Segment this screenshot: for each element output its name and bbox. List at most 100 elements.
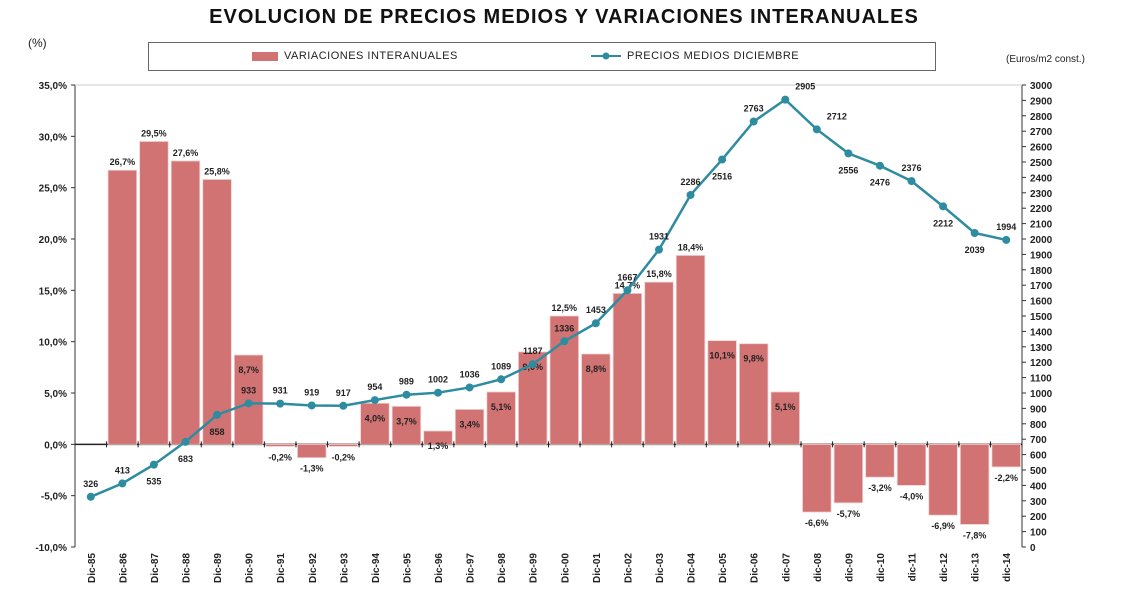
y-right-tick-label: 1200 — [1030, 358, 1053, 369]
bar-data-label: -2,2% — [994, 473, 1018, 483]
price-point — [370, 396, 379, 405]
price-point — [591, 319, 600, 328]
legend-swatch-line — [591, 52, 621, 60]
x-tick-label: Dic-99 — [529, 553, 540, 583]
y-right-tick-label: 2900 — [1030, 96, 1053, 107]
x-tick-label: Dic-92 — [308, 553, 319, 583]
x-tick-label: Dic-88 — [181, 553, 192, 583]
y-left-tick-label: 0,0% — [44, 440, 67, 451]
x-tick-label: Dic-05 — [718, 553, 729, 583]
bar-data-label: -0,2% — [332, 452, 356, 462]
y-left-tick-label: -10,0% — [35, 543, 67, 554]
y-right-tick-label: 1800 — [1030, 266, 1053, 277]
y-right-tick-label: 2500 — [1030, 158, 1053, 169]
y-right-tick-label: 900 — [1030, 404, 1047, 415]
bar-data-label: 27,6% — [173, 148, 199, 158]
price-data-label: 535 — [146, 477, 161, 487]
y-right-tick-label: 2200 — [1030, 204, 1053, 215]
bar-data-label: 4,0% — [365, 413, 386, 423]
x-tick-label: Dic-90 — [245, 553, 256, 583]
x-tick-label: Dic-91 — [276, 553, 287, 583]
bar — [959, 443, 990, 525]
price-point — [844, 149, 853, 158]
y-left-tick-label: 20,0% — [39, 235, 67, 246]
price-point — [244, 399, 253, 408]
x-tick-label: dic-10 — [876, 553, 887, 582]
x-tick-label: Dic-96 — [434, 553, 445, 583]
price-data-label: 2556 — [838, 165, 858, 175]
bar-data-label: 8,7% — [238, 365, 259, 375]
y-right-tick-label: 400 — [1030, 481, 1047, 492]
legend-label-bars: VARIACIONES INTERANUALES — [284, 50, 458, 62]
x-tick-label: dic-13 — [971, 553, 982, 582]
bar — [675, 255, 706, 445]
price-point — [118, 479, 127, 488]
y-right-tick-label: 300 — [1030, 497, 1047, 508]
y-right-tick-label: 1700 — [1030, 281, 1053, 292]
price-point — [434, 388, 443, 397]
price-point — [939, 202, 948, 211]
bar-data-label: -6,6% — [805, 518, 829, 528]
bar — [865, 443, 895, 478]
y-right-tick-label: 2100 — [1030, 220, 1053, 231]
price-point — [749, 117, 758, 126]
price-point — [465, 383, 474, 392]
price-point — [686, 190, 695, 199]
y-left-tick-label: 25,0% — [39, 184, 67, 195]
x-tick-label: Dic-03 — [655, 553, 666, 583]
legend-item-line: PRECIOS MEDIOS DICIEMBRE — [591, 50, 799, 62]
y-right-tick-label: 1500 — [1030, 312, 1053, 323]
x-tick-label: Dic-86 — [118, 553, 129, 583]
price-point — [875, 161, 884, 170]
price-data-label: 2712 — [827, 111, 847, 121]
price-data-label: 919 — [304, 387, 319, 397]
y-left-tick-label: -5,0% — [41, 492, 67, 503]
y-right-tick-label: 200 — [1030, 512, 1047, 523]
price-data-label: 2286 — [681, 177, 701, 187]
x-tick-label: Dic-87 — [150, 553, 161, 583]
x-tick-label: dic-14 — [1002, 553, 1013, 582]
price-point — [213, 410, 222, 419]
x-tick-label: Dic-02 — [623, 553, 634, 583]
bar — [896, 443, 927, 486]
y-right-tick-label: 2700 — [1030, 127, 1053, 138]
price-point — [1002, 235, 1011, 244]
bar-data-label: 25,8% — [204, 166, 230, 176]
bar — [202, 179, 232, 445]
y-axis-right-label: (Euros/m2 const.) — [1006, 54, 1085, 65]
price-point — [654, 245, 663, 254]
bar — [644, 281, 674, 445]
y-right-tick-label: 2400 — [1030, 173, 1053, 184]
y-left-tick-label: 35,0% — [39, 81, 67, 92]
bar — [928, 443, 958, 516]
price-data-label: 1994 — [996, 222, 1016, 232]
bar — [265, 443, 295, 447]
bar-data-label: 5,1% — [491, 402, 512, 412]
y-right-tick-label: 2300 — [1030, 189, 1053, 200]
y-right-tick-label: 500 — [1030, 466, 1047, 477]
x-tick-label: dic-09 — [844, 553, 855, 582]
y-right-tick-label: 700 — [1030, 435, 1047, 446]
bar-data-label: 10,1% — [709, 351, 735, 361]
y-axis-left-label: (%) — [28, 36, 47, 50]
bar — [423, 430, 453, 445]
price-data-label: 931 — [273, 386, 288, 396]
price-point — [970, 228, 979, 237]
x-tick-label: Dic-06 — [750, 553, 761, 583]
x-tick-label: Dic-94 — [371, 553, 382, 583]
bar-data-label: -4,0% — [900, 491, 924, 501]
bar-data-label: -1,3% — [300, 464, 324, 474]
x-tick-label: Dic-89 — [213, 553, 224, 583]
bar — [707, 340, 737, 445]
price-point — [623, 286, 632, 295]
bar-data-label: 3,7% — [396, 416, 417, 426]
x-tick-label: Dic-85 — [87, 553, 98, 583]
y-right-tick-label: 2000 — [1030, 235, 1053, 246]
bar — [107, 169, 138, 445]
bar — [486, 391, 516, 445]
bar-data-label: -5,7% — [837, 509, 861, 519]
price-data-label: 954 — [367, 382, 382, 392]
bar-data-label: 26,7% — [110, 157, 136, 167]
x-tick-label: dic-08 — [813, 553, 824, 582]
